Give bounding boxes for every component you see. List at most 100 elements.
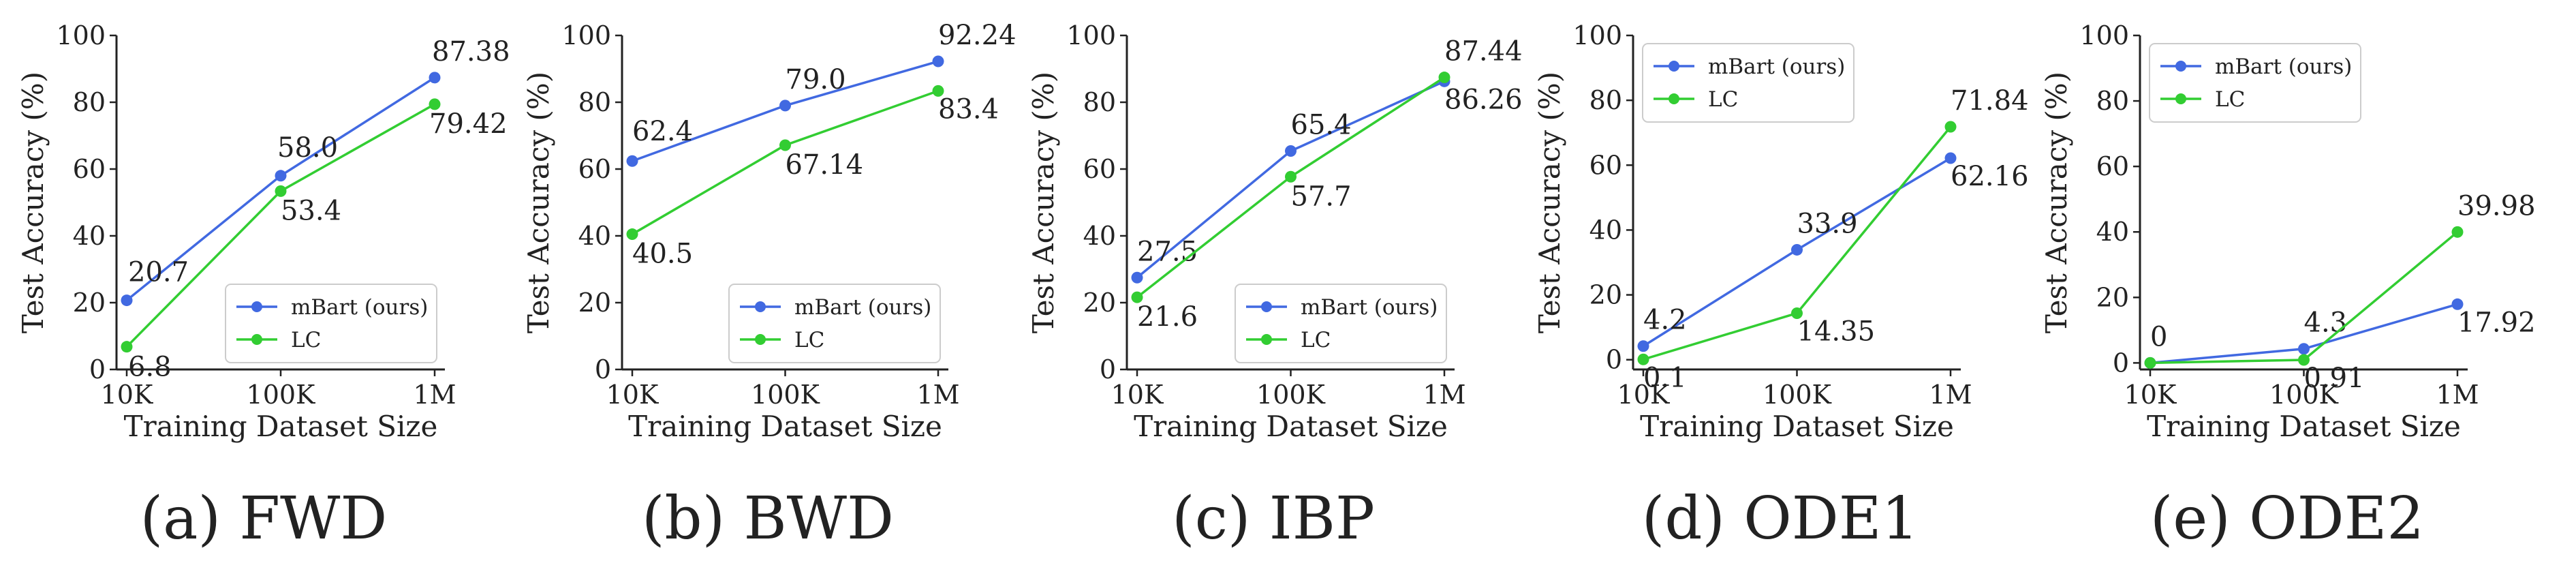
data-label: 33.9 xyxy=(1797,208,1858,239)
data-label: 4.3 xyxy=(2304,307,2348,339)
legend-label: LC xyxy=(291,328,321,352)
data-point xyxy=(275,170,287,182)
data-point xyxy=(779,139,791,151)
legend-marker xyxy=(1261,301,1272,312)
legend-label: LC xyxy=(2215,87,2245,112)
y-tick-label: 80 xyxy=(1589,85,1622,115)
data-label: 67.14 xyxy=(786,149,864,181)
data-label: 39.98 xyxy=(2457,190,2536,222)
data-label: 57.7 xyxy=(1291,181,1352,212)
data-point xyxy=(1285,170,1297,183)
legend-marker xyxy=(755,334,766,345)
y-axis-label: Test Accuracy (%) xyxy=(2040,72,2073,333)
y-tick-label: 60 xyxy=(73,154,106,184)
legend-marker xyxy=(2175,93,2186,104)
panel-caption: (d) ODE1 xyxy=(1642,485,1919,553)
y-tick-label: 80 xyxy=(578,87,611,117)
y-tick-label: 0 xyxy=(595,354,611,384)
x-tick-label: 1M xyxy=(1423,380,1465,410)
data-point xyxy=(429,98,441,110)
data-label: 71.84 xyxy=(1951,85,2029,117)
legend-label: mBart (ours) xyxy=(1301,295,1438,320)
x-tick-label: 100K xyxy=(1763,380,1832,410)
x-tick-label: 100K xyxy=(751,380,820,410)
y-tick-label: 40 xyxy=(2096,217,2129,247)
data-point xyxy=(429,72,441,84)
legend: mBart (ours) LC xyxy=(1235,284,1447,363)
data-point xyxy=(626,155,638,167)
data-point xyxy=(1131,291,1143,303)
x-tick-label: 1M xyxy=(1929,380,1972,410)
legend-box xyxy=(1642,43,1855,123)
legend-box xyxy=(225,284,437,363)
legend-box xyxy=(728,284,941,363)
data-point xyxy=(1637,353,1649,365)
x-tick-label: 10K xyxy=(1617,380,1670,410)
data-label: 14.35 xyxy=(1797,316,1876,347)
x-tick-label: 1M xyxy=(2436,380,2479,410)
legend: mBart (ours) LC xyxy=(2149,43,2361,123)
data-label: 27.5 xyxy=(1137,236,1198,267)
panel-caption: (a) FWD xyxy=(140,485,388,553)
data-label: 87.38 xyxy=(432,36,510,67)
data-label: 0.1 xyxy=(1643,362,1687,393)
legend-label: LC xyxy=(1301,328,1331,352)
data-point xyxy=(2144,357,2156,369)
legend-marker xyxy=(2175,61,2186,72)
y-tick-label: 40 xyxy=(73,221,106,251)
data-point xyxy=(1438,72,1450,84)
data-point xyxy=(2298,354,2310,366)
x-tick-label: 100K xyxy=(2269,380,2339,410)
data-label: 21.6 xyxy=(1137,301,1198,333)
y-tick-label: 60 xyxy=(578,154,611,184)
y-tick-label: 20 xyxy=(1083,288,1116,318)
data-point xyxy=(121,294,133,307)
legend-label: mBart (ours) xyxy=(2215,55,2352,79)
legend-marker xyxy=(1261,334,1272,345)
data-label: 79.42 xyxy=(429,108,508,140)
y-tick-label: 100 xyxy=(561,20,611,50)
panel-caption: (e) ODE2 xyxy=(2150,485,2424,553)
data-label: 40.5 xyxy=(632,239,693,270)
y-tick-label: 80 xyxy=(73,87,106,117)
legend-marker xyxy=(251,301,262,312)
data-point xyxy=(779,100,791,112)
y-tick-label: 0 xyxy=(1100,354,1116,384)
data-point xyxy=(2451,298,2464,310)
y-tick-label: 100 xyxy=(2079,20,2129,50)
data-point xyxy=(626,228,638,241)
data-label: 65.4 xyxy=(1291,110,1352,141)
y-tick-label: 60 xyxy=(1083,154,1116,184)
y-tick-label: 20 xyxy=(578,288,611,318)
x-tick-label: 10K xyxy=(2124,380,2177,410)
y-tick-label: 100 xyxy=(1572,20,1622,50)
data-label: 17.92 xyxy=(2457,307,2536,338)
data-label: 0.91 xyxy=(2304,363,2365,394)
y-axis-label: Test Accuracy (%) xyxy=(1027,72,1060,333)
data-point xyxy=(121,341,133,353)
data-label: 87.44 xyxy=(1444,36,1523,67)
y-axis-label: Test Accuracy (%) xyxy=(522,72,555,333)
legend-label: mBart (ours) xyxy=(291,295,428,320)
y-tick-label: 40 xyxy=(1083,221,1116,251)
legend-marker xyxy=(755,301,766,312)
y-tick-label: 60 xyxy=(2096,151,2129,181)
x-axis-label: Training Dataset Size xyxy=(2147,410,2461,443)
data-point xyxy=(1791,307,1803,319)
legend: mBart (ours) LC xyxy=(225,284,437,363)
data-point xyxy=(1944,121,1957,133)
data-label: 20.7 xyxy=(128,257,189,288)
x-tick-label: 10K xyxy=(101,380,153,410)
data-point xyxy=(2298,343,2310,355)
y-tick-label: 80 xyxy=(2096,86,2129,116)
x-tick-label: 1M xyxy=(916,380,959,410)
y-tick-label: 20 xyxy=(2096,282,2129,312)
data-label: 92.24 xyxy=(938,20,1017,51)
y-tick-label: 100 xyxy=(1066,20,1116,50)
x-tick-label: 1M xyxy=(413,380,456,410)
legend-label: mBart (ours) xyxy=(794,295,931,320)
